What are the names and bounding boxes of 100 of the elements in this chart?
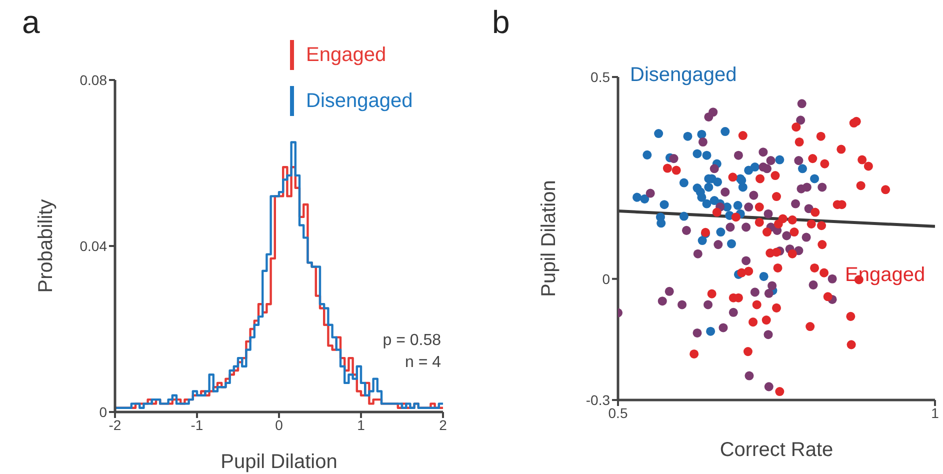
x-tick-label: 1 bbox=[357, 416, 366, 433]
point bbox=[802, 182, 812, 192]
x-tick-label: 0 bbox=[275, 416, 284, 433]
point bbox=[632, 192, 642, 202]
point bbox=[646, 188, 655, 198]
point bbox=[748, 318, 758, 327]
point bbox=[881, 185, 890, 194]
point bbox=[720, 188, 730, 197]
point bbox=[656, 218, 666, 228]
point bbox=[858, 155, 867, 164]
y-tick-label: 0.08 bbox=[80, 72, 108, 88]
point bbox=[794, 156, 804, 166]
point bbox=[796, 116, 806, 125]
x-axis-title: Pupil Dilation bbox=[220, 451, 338, 473]
point bbox=[726, 239, 736, 248]
point bbox=[720, 127, 730, 136]
y-tick-label: 0.5 bbox=[590, 68, 610, 85]
point bbox=[693, 249, 702, 258]
point bbox=[710, 164, 719, 174]
x-tick-label: 1 bbox=[931, 404, 940, 421]
point bbox=[728, 308, 738, 317]
point bbox=[744, 202, 754, 212]
x-tick-label: -1 bbox=[190, 416, 204, 433]
point bbox=[698, 138, 708, 147]
point bbox=[773, 263, 782, 272]
point bbox=[706, 326, 716, 336]
series-label: Engaged bbox=[845, 264, 926, 288]
point bbox=[764, 330, 773, 340]
point bbox=[714, 240, 723, 250]
point bbox=[697, 130, 706, 139]
point bbox=[790, 228, 799, 237]
point bbox=[658, 296, 667, 306]
point bbox=[770, 171, 780, 180]
point bbox=[846, 312, 856, 321]
point bbox=[828, 274, 837, 284]
point bbox=[707, 289, 716, 298]
point bbox=[759, 272, 768, 281]
point bbox=[654, 129, 664, 138]
point bbox=[836, 144, 846, 154]
x-tick-label: 2 bbox=[439, 416, 448, 433]
point bbox=[698, 236, 707, 246]
point bbox=[756, 174, 765, 184]
point bbox=[683, 132, 692, 141]
annotation: p = 0.58 bbox=[382, 332, 441, 350]
point bbox=[820, 268, 829, 278]
point bbox=[818, 182, 827, 192]
point bbox=[712, 208, 722, 217]
point bbox=[810, 208, 820, 217]
point bbox=[762, 164, 772, 174]
point bbox=[642, 150, 652, 160]
point bbox=[690, 349, 699, 358]
point bbox=[682, 226, 691, 235]
point bbox=[679, 178, 688, 188]
point bbox=[846, 340, 856, 350]
point bbox=[672, 166, 681, 175]
point bbox=[640, 194, 650, 204]
point bbox=[762, 316, 771, 325]
point bbox=[731, 212, 740, 222]
point bbox=[718, 323, 728, 332]
point bbox=[754, 218, 764, 227]
point bbox=[797, 99, 806, 108]
point bbox=[679, 212, 688, 221]
point bbox=[708, 108, 718, 117]
point bbox=[738, 131, 748, 140]
point bbox=[734, 150, 743, 160]
point bbox=[778, 214, 788, 224]
point bbox=[692, 149, 702, 158]
legend-label: Engaged bbox=[306, 44, 386, 66]
point bbox=[782, 231, 792, 240]
point bbox=[702, 199, 712, 208]
point bbox=[758, 148, 768, 157]
chart-title: b bbox=[492, 4, 510, 41]
point bbox=[692, 328, 702, 338]
point bbox=[754, 202, 764, 212]
point bbox=[742, 222, 751, 232]
x-axis-title: Correct Rate bbox=[720, 439, 834, 461]
point bbox=[749, 190, 758, 200]
point bbox=[806, 322, 815, 332]
point bbox=[664, 286, 674, 296]
point bbox=[726, 222, 735, 232]
point bbox=[728, 172, 738, 182]
point bbox=[704, 300, 713, 310]
point bbox=[660, 200, 669, 210]
point bbox=[713, 177, 722, 186]
point bbox=[808, 154, 818, 164]
point bbox=[798, 164, 808, 174]
y-tick-label: 0 bbox=[602, 270, 610, 287]
point bbox=[744, 266, 754, 276]
point bbox=[823, 292, 832, 302]
point bbox=[744, 371, 754, 380]
text: Disengaged bbox=[630, 64, 737, 87]
chart-title: a bbox=[22, 4, 40, 41]
point bbox=[662, 164, 672, 173]
point bbox=[788, 249, 797, 258]
point bbox=[716, 228, 726, 237]
point bbox=[775, 155, 784, 164]
point bbox=[864, 162, 873, 171]
legend-label: Disengaged bbox=[306, 90, 413, 112]
point bbox=[775, 387, 784, 396]
point bbox=[818, 240, 827, 250]
